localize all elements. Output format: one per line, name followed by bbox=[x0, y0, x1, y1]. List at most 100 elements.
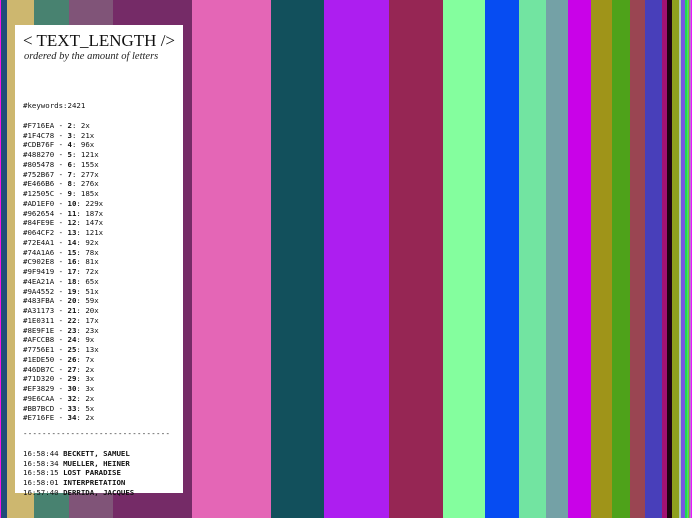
word-count: 277x bbox=[80, 169, 99, 179]
list-item: #1EDE50 - 26: 7x bbox=[23, 354, 95, 364]
stripe-length-14 bbox=[519, 0, 546, 518]
word-count: 21x bbox=[80, 130, 95, 140]
color-code: #F716EA bbox=[23, 120, 55, 130]
list-item: #74A1A6 - 15: 78x bbox=[23, 247, 99, 257]
stripe-length-16 bbox=[567, 0, 592, 518]
letter-length: 12 bbox=[67, 218, 77, 228]
list-item: #BB7BCD - 33: 5x bbox=[23, 403, 95, 413]
letter-length: 18 bbox=[67, 276, 77, 286]
letter-length: 24 bbox=[67, 335, 77, 345]
list-item: #1E0311 - 22: 17x bbox=[23, 315, 99, 325]
word-count: 92x bbox=[85, 237, 99, 247]
color-code: #71D320 bbox=[23, 374, 55, 384]
stripe-length-20 bbox=[644, 0, 662, 518]
word-count: 121x bbox=[85, 228, 104, 237]
color-code: #46DB7C bbox=[23, 364, 55, 374]
word-count: 229x bbox=[85, 198, 104, 208]
log-time: 16:58:34 bbox=[23, 458, 59, 468]
word-count: 96x bbox=[80, 140, 95, 150]
word-count: 17x bbox=[85, 315, 99, 325]
letter-length: 13 bbox=[67, 228, 77, 237]
log-entry: 16:58:15 LOST PARADISE bbox=[23, 468, 175, 478]
list-item: #7756E1 - 25: 13x bbox=[23, 345, 99, 354]
letter-length: 34 bbox=[67, 413, 77, 423]
length-list: #F716EA - 2: 2x #1F4C78 - 3: 21x #CDB76F -… bbox=[23, 121, 175, 423]
list-item: #E716FE - 34: 2x bbox=[23, 413, 95, 423]
color-code: #488270 bbox=[23, 150, 55, 159]
list-item: #064CF2 - 13: 121x bbox=[23, 228, 104, 237]
word-count: 2x bbox=[85, 364, 95, 374]
log-entry: 16:58:44 BECKETT, SAMUEL bbox=[23, 449, 175, 459]
list-item: #1F4C78 - 3: 21x bbox=[23, 130, 95, 140]
log-text: INTERPRETATION bbox=[63, 478, 126, 487]
log-text: DERRIDA, JACQUES bbox=[63, 487, 135, 497]
word-count: 65x bbox=[85, 276, 99, 286]
letter-length: 29 bbox=[67, 374, 77, 384]
letter-length: 6 bbox=[67, 159, 72, 169]
list-item: #46DB7C - 27: 2x bbox=[23, 364, 95, 374]
stripe-length-19 bbox=[630, 0, 645, 518]
color-code: #E466B6 bbox=[23, 179, 55, 189]
letter-length: 21 bbox=[67, 306, 77, 315]
stripe-length-30 bbox=[688, 0, 690, 518]
letter-length: 17 bbox=[67, 267, 77, 276]
log-time: 16:58:15 bbox=[23, 468, 59, 478]
letter-length: 16 bbox=[67, 257, 77, 267]
color-code: #BB7BCD bbox=[23, 403, 55, 413]
stripe-length-2 bbox=[0, 0, 1, 518]
color-code: #7756E1 bbox=[23, 345, 55, 354]
list-item: #F716EA - 2: 2x bbox=[23, 120, 90, 130]
word-count: 51x bbox=[85, 286, 99, 296]
stripe-length-33 bbox=[690, 0, 692, 518]
color-code: #74A1A6 bbox=[23, 247, 55, 257]
stripe-length-22 bbox=[667, 0, 673, 518]
color-code: #E716FE bbox=[23, 413, 55, 423]
color-code: #9A4552 bbox=[23, 286, 55, 296]
page-subtitle: ordered by the amount of letters bbox=[24, 51, 159, 62]
stripe-length-18 bbox=[611, 0, 631, 518]
stripe-length-32 bbox=[689, 0, 690, 518]
stripe-length-12 bbox=[442, 0, 485, 518]
color-code: #805478 bbox=[23, 159, 55, 169]
stripe-length-23 bbox=[672, 0, 679, 518]
letter-length: 14 bbox=[67, 237, 77, 247]
list-item: #A31173 - 21: 20x bbox=[23, 306, 99, 315]
letter-length: 15 bbox=[67, 247, 77, 257]
color-code: #9F9419 bbox=[23, 267, 55, 276]
stripe-length-25 bbox=[681, 0, 686, 518]
list-item: #483FBA - 20: 59x bbox=[23, 296, 99, 306]
letter-length: 19 bbox=[67, 286, 77, 296]
log-entry: 16:58:34 MUELLER, HEINER bbox=[23, 459, 175, 469]
list-item: #805478 - 6: 155x bbox=[23, 159, 99, 169]
letter-length: 23 bbox=[67, 325, 77, 335]
word-count: 20x bbox=[85, 306, 99, 315]
log-time: 16:58:01 bbox=[23, 478, 59, 487]
stripe-length-13 bbox=[484, 0, 520, 518]
list-item: #9F9419 - 17: 72x bbox=[23, 267, 99, 276]
word-count: 187x bbox=[85, 208, 104, 218]
letter-length: 33 bbox=[67, 403, 77, 413]
word-count: 2x bbox=[80, 120, 90, 130]
separator: ------------------------------- bbox=[23, 429, 171, 438]
letter-length: 32 bbox=[67, 393, 77, 403]
log-text: MUELLER, HEINER bbox=[63, 458, 130, 468]
stripe-length-27 bbox=[687, 0, 688, 518]
list-item: #9A4552 - 19: 51x bbox=[23, 286, 99, 296]
word-count: 155x bbox=[80, 159, 99, 169]
letter-length: 3 bbox=[67, 130, 72, 140]
list-item: #752B67 - 7: 277x bbox=[23, 169, 99, 179]
letter-length: 20 bbox=[67, 296, 77, 306]
list-item: #C902E8 - 16: 81x bbox=[23, 257, 99, 267]
letter-length: 11 bbox=[67, 208, 77, 218]
color-code: #4EA21A bbox=[23, 276, 55, 286]
stripe-length-10 bbox=[323, 0, 390, 518]
letter-length: 5 bbox=[67, 150, 72, 159]
list-item: #71D320 - 29: 3x bbox=[23, 374, 95, 384]
color-code: #752B67 bbox=[23, 169, 55, 179]
list-item: #84FE9E - 12: 147x bbox=[23, 218, 104, 228]
list-item: #EF3829 - 30: 3x bbox=[23, 384, 95, 393]
list-item: #CDB76F - 4: 96x bbox=[23, 140, 95, 150]
color-code: #9E6CAA bbox=[23, 393, 55, 403]
letter-length: 10 bbox=[67, 198, 77, 208]
word-count: 13x bbox=[85, 345, 99, 354]
